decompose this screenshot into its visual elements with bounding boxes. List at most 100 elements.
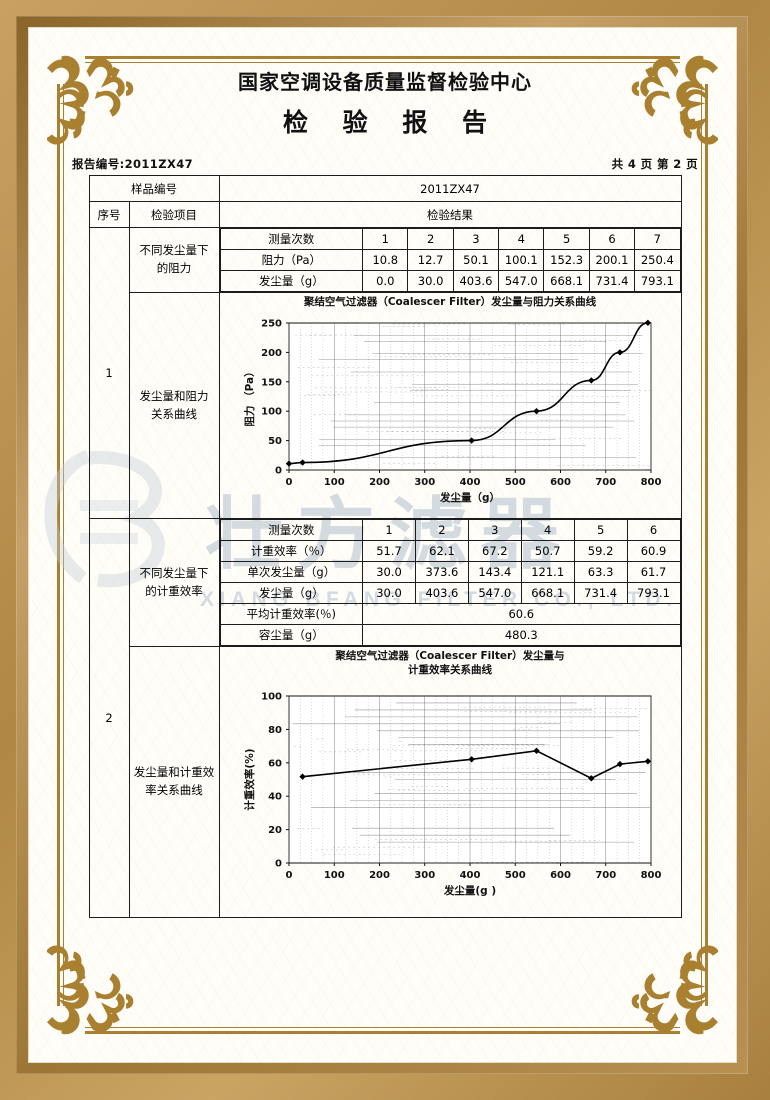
ornament-corner-top-left xyxy=(47,55,134,145)
table-row-header: 序号 检验项目 检验结果 xyxy=(88,201,682,228)
svg-text:800: 800 xyxy=(641,477,662,488)
frame-rule-left xyxy=(57,84,60,1006)
measure-row-label: 测量次数 xyxy=(219,519,364,542)
chart-1-svg: 0 100 200 300 400 500 600 700 800 0 50 100 150 200 250… xyxy=(243,319,662,505)
measure-cell: 30.0 xyxy=(362,561,416,584)
measure-cell: 7 xyxy=(634,228,681,250)
measure-row: 计重效率（％） 51.7 62.1 67.2 50.7 59.2 60.9 xyxy=(219,540,681,563)
svg-text:50: 50 xyxy=(268,436,282,447)
table-row-sample: 样品编号 2011ZX47 xyxy=(88,175,682,202)
measure-cell: 1 xyxy=(362,519,416,542)
svg-text:500: 500 xyxy=(505,477,526,488)
measure-cell: 50.7 xyxy=(520,540,575,563)
svg-text:发尘量（g）: 发尘量（g） xyxy=(439,491,500,504)
average-efficiency-value: 60.6 xyxy=(362,603,681,626)
frame-rule-bottom xyxy=(85,1031,680,1034)
row-1-item-main: 发尘量和阻力 关系曲线 xyxy=(128,291,220,520)
dust-capacity-label: 容尘量（g） xyxy=(219,624,364,647)
measure-cell: 121.1 xyxy=(520,561,575,584)
measure-cell: 731.4 xyxy=(588,270,636,292)
measure-row: 发尘量（g） 0.0 30.0 403.6 547.0 668.1 731.4 793.1 xyxy=(219,270,681,292)
inspection-report-table: 样品编号 2011ZX47 序号 检验项目 检验结果 1 不同发尘量下 的阻力 xyxy=(88,175,682,918)
measure-cell: 793.1 xyxy=(626,582,681,605)
svg-text:300: 300 xyxy=(414,477,435,488)
ornament-corner-bottom-left xyxy=(47,945,134,1035)
svg-text:60: 60 xyxy=(268,758,282,769)
measure-row-label: 发尘量（g） xyxy=(219,582,364,605)
col-header-result: 检验结果 xyxy=(218,201,682,228)
efficiency-chart: 聚结空气过滤器（Coalescer Filter）发尘量与 计重效率关系曲线 0 1… xyxy=(221,649,680,914)
measure-cell: 403.6 xyxy=(452,270,500,292)
measure-row-label: 阻力（Pa） xyxy=(219,249,364,271)
row-2-measure-table-cell: 测量次数 1 2 3 4 5 6 计重效率（％） 51.7 62.1 67.2 50.7 59.2 60.… xyxy=(218,518,682,648)
svg-text:0: 0 xyxy=(275,466,282,477)
svg-text:500: 500 xyxy=(505,870,526,881)
measure-cell: 30.0 xyxy=(362,582,416,605)
measure-row: 阻力（Pa） 10.8 12.7 50.1 100.1 152.3 200.1 250.4 xyxy=(219,249,681,271)
measure-cell: 12.7 xyxy=(407,249,454,271)
summary-row: 平均计重效率(％) 60.6 xyxy=(219,603,681,626)
measure-cell: 10.8 xyxy=(362,249,409,271)
organization-title: 国家空调设备质量监督检验中心 xyxy=(238,70,532,94)
frame-rule-right xyxy=(705,84,708,1006)
measure-cell: 0.0 xyxy=(362,270,409,292)
svg-text:700: 700 xyxy=(595,477,616,488)
svg-text:600: 600 xyxy=(550,477,571,488)
measure-cell: 547.0 xyxy=(498,270,545,292)
measure-cell: 668.1 xyxy=(543,270,590,292)
svg-text:0: 0 xyxy=(275,858,282,869)
dust-capacity-value: 480.3 xyxy=(362,624,681,647)
efficiency-measure-table: 测量次数 1 2 3 4 5 6 计重效率（％） 51.7 62.1 67.2 50.7 59.2 60.… xyxy=(219,519,681,647)
row-2-item-main: 发尘量和计重效 率关系曲线 xyxy=(128,646,220,918)
svg-text:0: 0 xyxy=(286,477,293,488)
measure-cell: 50.1 xyxy=(452,249,500,271)
measure-cell: 63.3 xyxy=(573,561,628,584)
frame-rule-left-thin xyxy=(63,84,64,1006)
measure-cell: 731.4 xyxy=(573,582,628,605)
page-indicator: 共 4 页 第 2 页 xyxy=(611,157,698,171)
resistance-chart: 聚结空气过滤器（Coalescer Filter）发尘量与阻力关系曲线 0 100… xyxy=(221,295,680,516)
measure-row: 测量次数 1 2 3 4 5 6 xyxy=(219,519,681,542)
row-2-chart-cell: 聚结空气过滤器（Coalescer Filter）发尘量与 计重效率关系曲线 0 1… xyxy=(218,646,682,918)
svg-text:40: 40 xyxy=(268,791,282,802)
frame-rule-right-thin xyxy=(701,84,702,1006)
row-1-chart-cell: 聚结空气过滤器（Coalescer Filter）发尘量与阻力关系曲线 0 100… xyxy=(218,291,682,520)
svg-text:400: 400 xyxy=(460,477,481,488)
row-1-measure-table-cell: 测量次数 1 2 3 4 5 6 7 阻力（Pa） 10.8 12.7 50.1 100.1 152.3 2… xyxy=(218,227,682,293)
row-2-item-sub: 不同发尘量下 的计重效率 xyxy=(128,518,220,648)
svg-text:700: 700 xyxy=(595,870,616,881)
measure-row-label: 发尘量（g） xyxy=(219,270,364,292)
measure-cell: 793.1 xyxy=(634,270,681,292)
measure-cell: 60.9 xyxy=(626,540,681,563)
measure-cell: 2 xyxy=(414,519,469,542)
measure-cell: 6 xyxy=(626,519,681,542)
measure-cell: 1 xyxy=(362,228,409,250)
frame-rule-bottom-thin xyxy=(85,1027,680,1028)
measure-cell: 4 xyxy=(520,519,575,542)
measure-cell: 4 xyxy=(498,228,545,250)
svg-text:计重效率(%): 计重效率(%) xyxy=(243,748,256,810)
chart-2-svg: 0 100 200 300 400 500 600 700 800 0 20 40 60 80 100 发尘量… xyxy=(243,691,662,897)
measure-cell: 67.2 xyxy=(467,540,522,563)
measure-row: 发尘量（g） 30.0 403.6 547.0 668.1 731.4 793.1 xyxy=(219,582,681,605)
svg-text:800: 800 xyxy=(641,870,662,881)
average-efficiency-label: 平均计重效率(％) xyxy=(219,603,364,626)
table-row-1-chart: 发尘量和阻力 关系曲线 聚结空气过滤器（Coalescer Filter）发尘量与… xyxy=(89,291,682,520)
svg-text:600: 600 xyxy=(550,870,571,881)
measure-cell: 152.3 xyxy=(543,249,590,271)
report-number: 报告编号:2011ZX47 xyxy=(72,157,194,171)
row-1-seq: 1 xyxy=(88,226,130,520)
svg-text:100: 100 xyxy=(324,477,345,488)
measure-cell: 547.0 xyxy=(467,582,522,605)
svg-text:20: 20 xyxy=(268,825,282,836)
measure-cell: 59.2 xyxy=(573,540,628,563)
measure-cell: 5 xyxy=(573,519,628,542)
measure-row: 单次发尘量（g） 30.0 373.6 143.4 121.1 63.3 61.7 xyxy=(219,561,681,584)
measure-cell: 403.6 xyxy=(414,582,469,605)
svg-text:300: 300 xyxy=(414,870,435,881)
title-block: 国家空调设备质量监督检验中心 检 验 报 告 xyxy=(0,0,770,139)
measure-cell: 2 xyxy=(407,228,454,250)
svg-text:80: 80 xyxy=(268,724,282,735)
svg-text:阻力 （Pa）: 阻力 （Pa） xyxy=(243,367,256,427)
